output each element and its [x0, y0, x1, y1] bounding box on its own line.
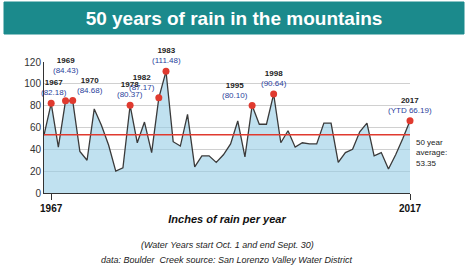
svg-text:2017: 2017	[399, 203, 422, 214]
svg-text:1983(111.48): 1983(111.48)	[152, 46, 181, 65]
svg-text:1967: 1967	[40, 203, 63, 214]
svg-text:0: 0	[35, 188, 41, 199]
svg-text:(Water Years start Oct. 1 and: (Water Years start Oct. 1 and end Sept. …	[141, 240, 314, 250]
svg-text:data: Boulder Creek source: S: data: Boulder Creek source: San Lorenzo …	[101, 255, 353, 265]
svg-text:2017(YTD 66.19): 2017(YTD 66.19)	[388, 96, 432, 115]
svg-text:80: 80	[30, 100, 42, 111]
svg-text:1995(80.10): 1995(80.10)	[222, 81, 248, 100]
svg-text:1970(84.68): 1970(84.68)	[77, 76, 103, 95]
svg-text:1998(90.64): 1998(90.64)	[261, 69, 287, 88]
svg-text:1967(82.18): 1967(82.18)	[41, 78, 67, 97]
svg-text:1982(87.17): 1982(87.17)	[129, 73, 155, 92]
svg-text:Inches of rain per year: Inches of rain per year	[168, 213, 286, 225]
svg-text:50 yearaverage:53.35: 50 yearaverage:53.35	[416, 138, 447, 168]
svg-text:1969(84.43): 1969(84.43)	[53, 56, 79, 75]
svg-text:40: 40	[30, 144, 42, 155]
svg-text:100: 100	[24, 78, 41, 89]
svg-text:120: 120	[24, 57, 41, 68]
svg-text:50 years of rain in the mounta: 50 years of rain in the mountains	[86, 8, 383, 29]
svg-text:60: 60	[30, 122, 42, 133]
svg-text:20: 20	[30, 166, 42, 177]
svg-text:1978(80.37): 1978(80.37)	[117, 80, 143, 99]
